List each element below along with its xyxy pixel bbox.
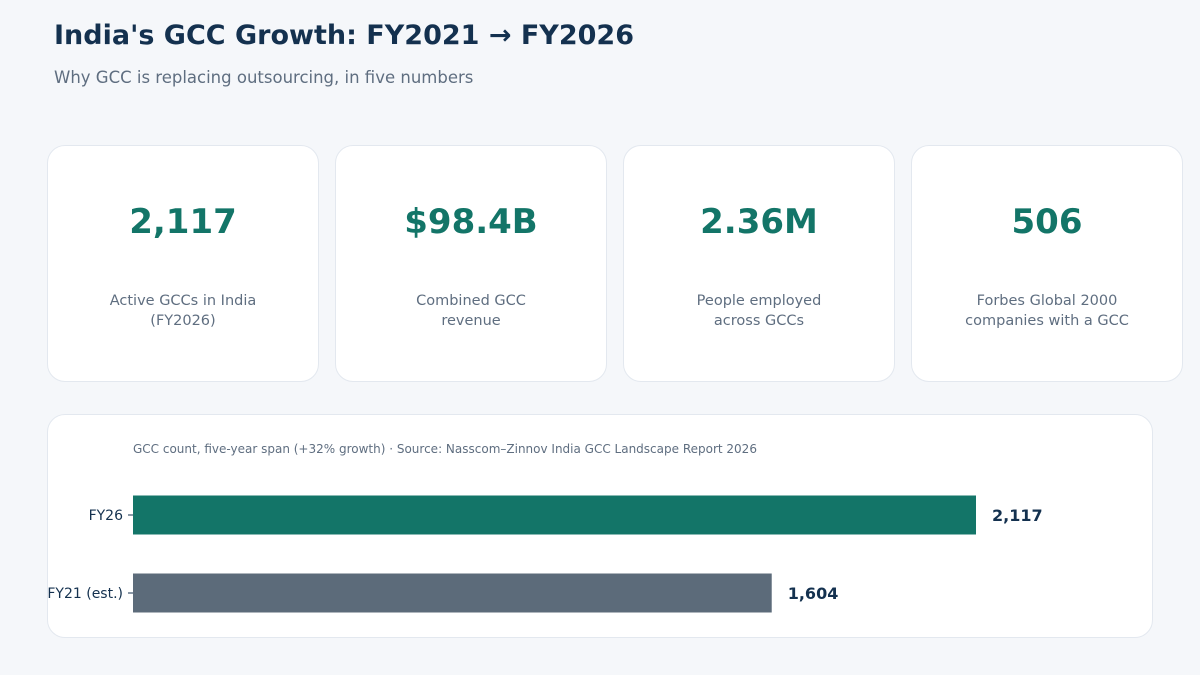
chart-title: GCC count, five-year span (+32% growth) … [133, 442, 757, 456]
stat-value: 2.36M [700, 202, 818, 242]
stat-card-active-gccs: 2,117 Active GCCs in India (FY2026) [47, 145, 319, 382]
stat-card-forbes: 506 Forbes Global 2000 companies with a … [911, 145, 1183, 382]
stat-card-revenue: $98.4B Combined GCC revenue [335, 145, 607, 382]
stat-value: 2,117 [129, 202, 237, 242]
y-tick-label: FY21 (est.) [48, 586, 123, 602]
stat-label: Active GCCs in India (FY2026) [109, 293, 257, 329]
stat-label: People employed across GCCs [696, 293, 822, 329]
stat-value: $98.4B [404, 202, 538, 242]
bar-chart: GCC count, five-year span (+32% growth) … [48, 442, 1043, 613]
chart-panel: GCC count, five-year span (+32% growth) … [47, 414, 1153, 638]
stat-label: Forbes Global 2000 companies with a GCC [965, 293, 1129, 329]
page-title: India's GCC Growth: FY2021 → FY2026 [54, 20, 634, 51]
page-subtitle: Why GCC is replacing outsourcing, in fiv… [54, 68, 474, 87]
bar-value-label: 2,117 [992, 506, 1043, 525]
bar-fy21-est [133, 573, 772, 613]
y-tick-label: FY26 [89, 508, 124, 524]
bar-fy26 [133, 495, 976, 535]
stat-label: Combined GCC revenue [416, 293, 526, 329]
stat-card-employees: 2.36M People employed across GCCs [623, 145, 895, 382]
bar-value-label: 1,604 [788, 584, 839, 603]
stat-value: 506 [1011, 202, 1083, 242]
